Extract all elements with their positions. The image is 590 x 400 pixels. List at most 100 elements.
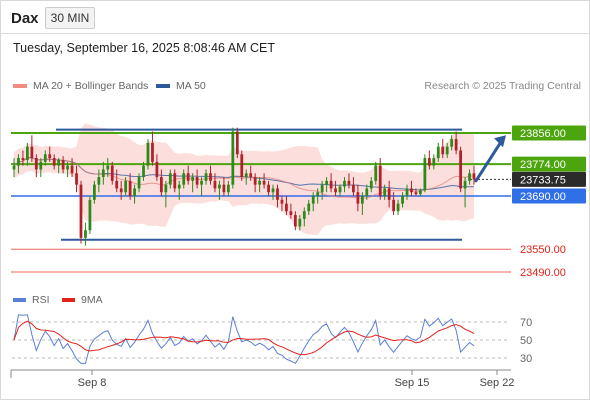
candle-body (401, 196, 404, 204)
x-tick-label: Sep 22 (480, 377, 515, 389)
candle-body (347, 180, 351, 185)
candle-body (204, 173, 208, 181)
candle-body (173, 173, 177, 189)
candle-body (52, 158, 56, 166)
level-label: 23733.75 (520, 174, 566, 186)
candle-body (258, 180, 262, 185)
candle-body (410, 188, 413, 193)
candle-body (365, 188, 369, 197)
candle-body (222, 184, 226, 193)
candle-body (75, 173, 78, 185)
candle-body (168, 173, 172, 185)
candle-body (293, 215, 297, 227)
candle-body (423, 158, 427, 191)
x-tick-label: Sep 8 (78, 377, 107, 389)
9ma-swatch (62, 298, 75, 302)
candle-body (115, 180, 119, 189)
level-label-box (512, 125, 586, 141)
candle-body (209, 173, 212, 181)
symbol-title: Dax (11, 10, 39, 27)
projection-arrow (474, 135, 506, 183)
rsi-panel: 70 50 30 (12, 314, 532, 365)
candle-body (262, 180, 266, 185)
date-line: Tuesday, September 16, 2025 8:08:46 AM C… (13, 41, 275, 55)
candle-body (414, 192, 418, 195)
candle-body (369, 180, 373, 189)
candle-body (405, 188, 409, 197)
rsi-label: RSI (32, 294, 50, 306)
candle-body (468, 173, 471, 181)
candle-body (213, 180, 217, 189)
candle-body (61, 159, 65, 170)
candle-body (39, 161, 43, 170)
arrow-head (494, 135, 506, 148)
candle-body (289, 211, 293, 216)
x-tick-label: Sep 15 (395, 377, 430, 389)
rsi-tick-label: 30 (520, 353, 532, 365)
candle-body (392, 199, 395, 212)
candle-body (231, 131, 235, 185)
legend-rsi: RSI (13, 294, 50, 306)
ma20-line (13, 157, 475, 199)
level-label-box (512, 156, 586, 172)
9ma-label: 9MA (81, 294, 103, 306)
ma50-swatch (156, 84, 170, 88)
candle-body (133, 188, 136, 197)
ma50-label: MA 50 (176, 80, 206, 92)
ma20-label: MA 20 + Bollinger Bands (33, 80, 149, 92)
candle-body (79, 184, 83, 238)
candle-body (360, 196, 364, 204)
ma20-swatch (13, 84, 27, 88)
candle-body (191, 177, 195, 181)
candle-body (311, 196, 315, 204)
level-label: 23690.00 (520, 191, 566, 203)
candle-body (177, 184, 181, 189)
candle-body (128, 180, 132, 197)
level-label-box (512, 171, 586, 187)
bollinger-bands (14, 123, 474, 235)
timeframe-button[interactable]: 30 MIN (45, 7, 95, 29)
candle-body (298, 218, 302, 227)
moving-averages (13, 157, 475, 199)
candle-body (137, 177, 141, 189)
candle-body (280, 199, 284, 204)
candle-body (186, 173, 190, 181)
candle-body (106, 165, 110, 170)
candle-body (43, 154, 47, 162)
level-label: 23856.00 (520, 128, 566, 140)
candle-body (316, 192, 320, 197)
candle-body (17, 158, 20, 166)
candle-body (356, 192, 360, 204)
candle-body (419, 190, 422, 195)
candle-body (124, 180, 128, 193)
candle-body (352, 184, 355, 193)
candle-body (427, 158, 431, 166)
candle-body (164, 184, 168, 193)
candle-body (285, 203, 288, 212)
candle-body (343, 180, 346, 187)
candle-body (454, 139, 458, 151)
level-labels: 23856.00 23774.00 23733.75 23690.00 23550.00… (512, 125, 586, 279)
candle-body (267, 184, 270, 193)
candle-body (97, 177, 101, 185)
candle-body (307, 203, 311, 212)
candle-body (329, 180, 333, 189)
candle-body (30, 146, 34, 159)
level-label-box (512, 188, 586, 204)
candle-body (26, 146, 29, 160)
candle-body (338, 186, 342, 193)
candle-body (218, 184, 221, 189)
candle-body (374, 165, 378, 181)
candle-body (396, 203, 400, 212)
candle-body (249, 173, 253, 178)
candle-body (88, 199, 92, 231)
level-label: 23550.00 (520, 244, 566, 256)
candle-body (445, 146, 449, 155)
candle-body (383, 188, 387, 197)
legend-ma20: MA 20 + Bollinger Bands (13, 80, 148, 92)
candle-body (432, 158, 436, 166)
candle-body (244, 173, 248, 178)
candle-body (93, 184, 96, 200)
candle-body (70, 165, 74, 174)
